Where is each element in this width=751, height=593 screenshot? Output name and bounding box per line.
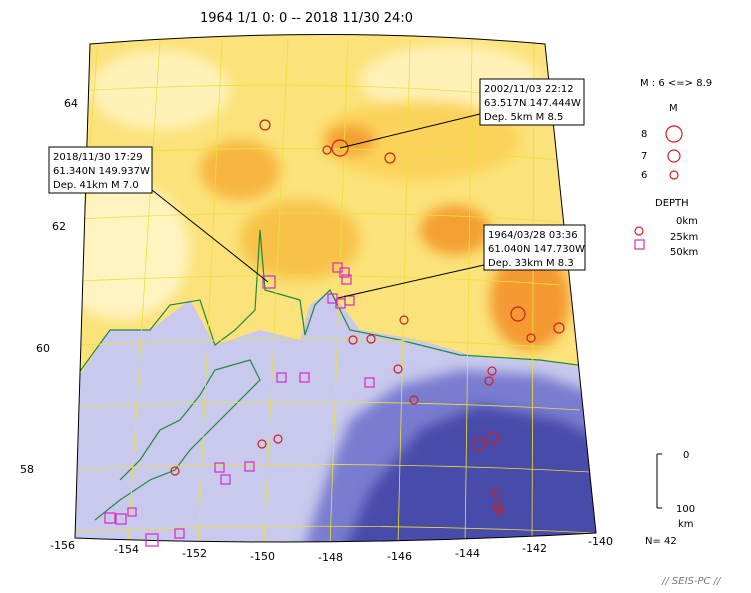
legend-depth-25-symbol bbox=[634, 226, 644, 236]
legend-depth-25: 25km bbox=[670, 232, 698, 243]
legend-depth-0: 0km bbox=[676, 216, 698, 227]
quake-deep[interactable] bbox=[145, 533, 159, 547]
legend-mag-7: 7 bbox=[641, 151, 647, 162]
lon-tick: -150 bbox=[250, 550, 275, 563]
lat-tick: 60 bbox=[36, 342, 50, 355]
quake-shallow[interactable] bbox=[257, 439, 267, 449]
legend-mag-8-symbol bbox=[665, 125, 683, 143]
quake-shallow[interactable] bbox=[273, 434, 283, 444]
lat-tick: 62 bbox=[52, 220, 66, 233]
quake-deep[interactable] bbox=[341, 274, 352, 285]
lon-tick: -140 bbox=[588, 535, 613, 548]
callout-1964: 1964/03/28 03:36 61.040N 147.730W Dep. 3… bbox=[483, 224, 586, 271]
callout-date: 2018/11/30 17:29 bbox=[53, 152, 143, 163]
quake-shallow[interactable] bbox=[322, 145, 332, 155]
legend-depth-50-symbol bbox=[634, 239, 645, 250]
lon-tick: -148 bbox=[318, 551, 343, 564]
event-count: N= 42 bbox=[645, 536, 677, 547]
quake-deep[interactable] bbox=[344, 295, 355, 306]
callout-location: 61.340N 149.937W bbox=[53, 166, 150, 177]
callout-depth-mag: Dep. 33km M 8.3 bbox=[488, 258, 574, 269]
quake-shallow[interactable] bbox=[472, 437, 486, 451]
legend-mag-7-symbol bbox=[667, 149, 681, 163]
quake-shallow[interactable] bbox=[384, 152, 396, 164]
quake-shallow[interactable] bbox=[486, 431, 500, 445]
lat-tick: 64 bbox=[64, 97, 78, 110]
legend: M : 6 <=> 8.9 M 8 7 6 DEPTH 0km 25km 50k… bbox=[634, 78, 712, 547]
quake-deep[interactable] bbox=[244, 461, 255, 472]
scale-unit: km bbox=[678, 519, 694, 530]
quake-shallow[interactable] bbox=[331, 139, 349, 157]
lon-tick: -142 bbox=[522, 542, 547, 555]
scale-top: 0 bbox=[683, 450, 689, 461]
quake-deep[interactable] bbox=[276, 372, 287, 383]
quake-deep[interactable] bbox=[299, 372, 310, 383]
callout-depth-mag: Dep. 5km M 8.5 bbox=[484, 112, 563, 123]
map-title: 1964 1/1 0: 0 -- 2018 11/30 24:0 bbox=[200, 11, 413, 26]
quake-deep[interactable] bbox=[220, 474, 231, 485]
quake-shallow[interactable] bbox=[170, 466, 180, 476]
callout-location: 61.040N 147.730W bbox=[488, 244, 585, 255]
quake-deep[interactable] bbox=[262, 275, 276, 289]
quake-shallow[interactable] bbox=[366, 334, 376, 344]
legend-mag-range: M : 6 <=> 8.9 bbox=[640, 78, 712, 89]
legend-depth-title: DEPTH bbox=[655, 198, 689, 209]
lat-tick: 58 bbox=[20, 463, 34, 476]
lat-axis: 64 62 60 58 bbox=[20, 97, 78, 476]
coastline-peninsula bbox=[94, 359, 261, 521]
legend-depth-50: 50km bbox=[670, 247, 698, 258]
quake-shallow[interactable] bbox=[259, 119, 271, 131]
ocean-deepest bbox=[340, 405, 596, 542]
callout-date: 1964/03/28 03:36 bbox=[488, 230, 578, 241]
quake-shallow[interactable] bbox=[491, 488, 501, 498]
legend-mag-6-symbol bbox=[669, 170, 679, 180]
legend-mag-6: 6 bbox=[641, 170, 647, 181]
lon-axis: -156 -154 -152 -150 -148 -146 -144 -142 … bbox=[50, 535, 613, 564]
quake-shallow[interactable] bbox=[399, 315, 409, 325]
lon-tick: -156 bbox=[50, 539, 75, 552]
quake-shallow[interactable] bbox=[348, 335, 358, 345]
quake-shallow[interactable] bbox=[526, 333, 536, 343]
quake-deep[interactable] bbox=[127, 507, 137, 517]
quake-deep[interactable] bbox=[115, 513, 127, 525]
callout-location: 63.517N 147.444W bbox=[484, 98, 581, 109]
legend-mag-title: M bbox=[669, 103, 678, 114]
scale-bottom: 100 bbox=[676, 504, 695, 515]
earthquake-markers bbox=[104, 119, 565, 547]
quake-deep[interactable] bbox=[339, 267, 350, 278]
depth-scale-bar bbox=[656, 453, 662, 509]
quake-deep[interactable] bbox=[364, 377, 375, 388]
lon-tick: -154 bbox=[114, 543, 139, 556]
quake-deep[interactable] bbox=[104, 512, 116, 524]
callout-depth-mag: Dep. 41km M 7.0 bbox=[53, 180, 139, 191]
quake-shallow[interactable] bbox=[487, 366, 497, 376]
quake-shallow[interactable] bbox=[409, 395, 419, 405]
legend-mag-8: 8 bbox=[641, 129, 647, 140]
lon-tick: -146 bbox=[387, 550, 412, 563]
quake-shallow[interactable] bbox=[493, 501, 503, 511]
quake-shallow[interactable] bbox=[553, 322, 565, 334]
callout-2018: 2018/11/30 17:29 61.340N 149.937W Dep. 4… bbox=[48, 146, 153, 194]
quake-deep[interactable] bbox=[174, 528, 185, 539]
quake-shallow[interactable] bbox=[494, 506, 504, 516]
quake-shallow[interactable] bbox=[484, 376, 494, 386]
lon-tick: -144 bbox=[455, 547, 480, 560]
callout-2002: 2002/11/03 22:12 63.517N 147.444W Dep. 5… bbox=[479, 78, 585, 126]
callout-leaders bbox=[151, 113, 485, 299]
map-frame bbox=[74, 34, 597, 543]
quake-shallow[interactable] bbox=[510, 306, 526, 322]
quake-deep[interactable] bbox=[214, 462, 225, 473]
coastline bbox=[75, 229, 596, 386]
callout-date: 2002/11/03 22:12 bbox=[484, 84, 574, 95]
footer-brand: // SEIS-PC // bbox=[661, 576, 722, 587]
quake-shallow[interactable] bbox=[393, 364, 403, 374]
lon-tick: -152 bbox=[182, 547, 207, 560]
